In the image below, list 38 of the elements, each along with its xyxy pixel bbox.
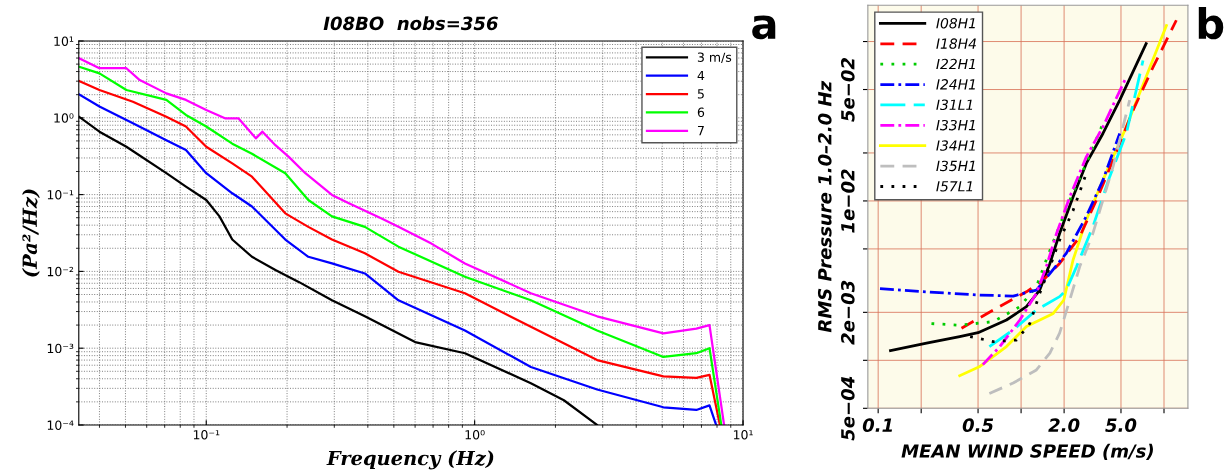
legend-label: I57L1 <box>936 181 973 192</box>
text: b <box>1198 7 1224 40</box>
x-tick-label: 10⁰ <box>465 430 485 440</box>
legend-label: 5 <box>697 89 704 99</box>
y-tick-label: 5e−04 <box>840 376 855 441</box>
x-tick-label: 10⁻¹ <box>193 430 220 440</box>
y-tick-label: 10⁻³ <box>47 343 74 354</box>
x-tick-label: 10¹ <box>733 430 753 440</box>
legend-label: 4 <box>697 70 705 81</box>
y-tick-label: 10¹ <box>54 36 74 46</box>
x-tick-label: 2.0 <box>1048 418 1080 432</box>
legend-label: I34H1 <box>936 140 975 151</box>
x-axis-title: Frequency (Hz) <box>326 450 494 470</box>
y-tick-label: 10⁻² <box>47 266 74 277</box>
y-tick-label: 5e−02 <box>840 57 855 122</box>
y-axis-title: (Pa²/Hz) <box>22 189 40 277</box>
chart-title: I08BO nobs=356 <box>323 16 498 31</box>
legend-label: I35H1 <box>936 160 975 172</box>
x-axis-title: MEAN WIND SPEED (m/s) <box>901 443 1153 460</box>
y-tick-label: 10⁻¹ <box>47 190 74 200</box>
legend-label: I33H1 <box>936 119 975 131</box>
legend-label: I24H1 <box>936 79 975 90</box>
y-tick-label: 1e−02 <box>840 169 855 233</box>
y-tick-label: 10⁰ <box>54 113 74 123</box>
legend-label: I31L1 <box>936 99 973 111</box>
legend-label: 6 <box>697 107 705 117</box>
y-tick-label: 2e−03 <box>840 280 855 345</box>
text: a <box>752 15 776 40</box>
legend-label: I08H1 <box>936 17 975 29</box>
legend-label: I18H4 <box>936 38 976 49</box>
legend-label: I22H1 <box>936 58 975 70</box>
x-tick-label: 0.5 <box>962 418 994 432</box>
y-axis-title: RMS Pressure 1.0–2.0 Hz <box>817 80 832 333</box>
legend-label: 3 m/s <box>697 52 732 63</box>
x-tick-label: 0.1 <box>862 418 893 432</box>
legend-label: 7 <box>697 126 704 136</box>
x-tick-label: 5.0 <box>1105 418 1137 432</box>
y-tick-label: 10⁻⁴ <box>47 420 74 430</box>
